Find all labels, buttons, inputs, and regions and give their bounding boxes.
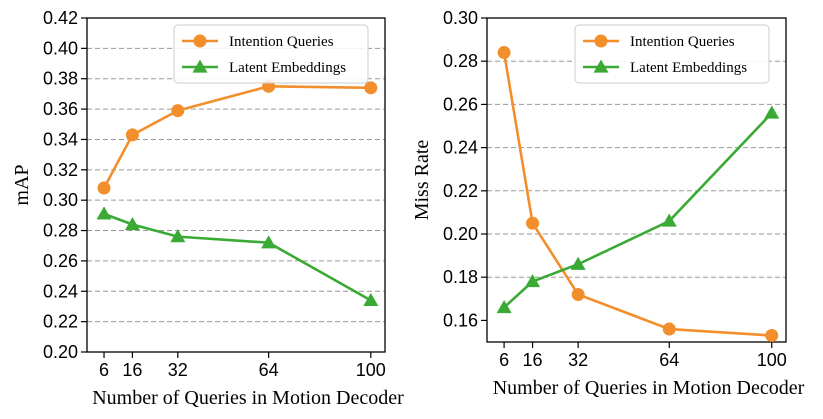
y-tick-label: 0.24 — [443, 138, 478, 158]
x-axis-label: Number of Queries in Motion Decoder — [92, 387, 404, 409]
x-tick-label: 100 — [757, 350, 787, 370]
y-tick-label: 0.20 — [443, 224, 478, 244]
data-point — [571, 287, 585, 301]
legend-swatch-marker — [593, 59, 609, 73]
legend-label: Intention Queries — [630, 34, 735, 50]
series-line — [103, 212, 372, 302]
data-point — [170, 229, 186, 243]
y-tick-label: 0.38 — [43, 69, 78, 89]
y-tick-label: 0.20 — [43, 342, 78, 362]
data-point — [125, 128, 139, 142]
data-point — [570, 256, 586, 270]
legend-swatch-marker — [594, 34, 608, 48]
y-axis-label: Miss Rate — [411, 140, 433, 221]
series-line — [503, 112, 773, 309]
x-tick-label: 6 — [499, 350, 509, 370]
legend-label: Intention Queries — [229, 34, 334, 50]
chart-right-miss-rate: 0.16 0.18 0.20 0.22 0.24 0.26 0.28 0.30 6 16 32 64 1… — [411, 8, 805, 399]
data-point — [96, 206, 112, 220]
y-tick-label: 0.24 — [43, 281, 78, 301]
y-tick-label: 0.32 — [43, 160, 78, 180]
data-point — [661, 213, 677, 227]
plot-frame — [486, 17, 787, 343]
x-axis-label: Number of Queries in Motion Decoder — [493, 377, 805, 399]
x-tick-label: 16 — [122, 360, 142, 380]
x-tick-label: 32 — [568, 350, 588, 370]
series-line — [102, 85, 371, 189]
y-tick-label: 0.28 — [43, 221, 78, 241]
x-tick-label: 32 — [168, 360, 188, 380]
y-tick-label: 0.30 — [443, 8, 478, 28]
x-tick-label: 100 — [356, 360, 386, 380]
data-point — [662, 322, 676, 336]
data-point — [526, 216, 540, 230]
y-tick-label: 0.34 — [43, 129, 78, 149]
y-tick-label: 0.22 — [43, 312, 78, 332]
plot-frame — [86, 17, 386, 353]
y-tick-label: 0.36 — [43, 99, 78, 119]
legend-swatch-marker — [192, 59, 208, 73]
data-point — [764, 105, 780, 119]
y-tick-label: 0.26 — [443, 94, 478, 114]
x-tick-label: 16 — [523, 350, 543, 370]
x-tick-label: 64 — [259, 360, 279, 380]
data-point — [261, 235, 277, 249]
legend-box — [173, 24, 369, 84]
y-tick-label: 0.22 — [443, 181, 478, 201]
legend-box — [574, 24, 770, 84]
y-tick-label: 0.40 — [43, 38, 78, 58]
legend-swatch-marker — [193, 34, 207, 48]
y-tick-label: 0.16 — [443, 310, 478, 330]
y-axis-label: mAP — [11, 164, 33, 205]
y-tick-label: 0.30 — [43, 190, 78, 210]
y-tick-label: 0.28 — [443, 51, 478, 71]
legend-label: Latent Embeddings — [630, 60, 747, 76]
y-tick-label: 0.26 — [43, 251, 78, 271]
data-point — [97, 181, 111, 195]
series-line — [502, 52, 772, 337]
x-tick-label: 64 — [659, 350, 679, 370]
data-point — [171, 104, 185, 118]
y-tick-label: 0.18 — [443, 267, 478, 287]
y-tick-label: 0.42 — [43, 8, 78, 28]
data-point — [364, 81, 378, 95]
x-tick-label: 6 — [99, 360, 109, 380]
legend-label: Latent Embeddings — [229, 60, 346, 76]
data-point — [496, 299, 512, 314]
data-point — [765, 329, 779, 343]
data-point — [124, 216, 140, 231]
data-point — [363, 292, 379, 307]
chart-left-map: 0.20 0.22 0.24 0.26 0.28 0.30 0.32 0.34 0.36 0.38… — [11, 8, 404, 409]
data-point — [497, 46, 511, 60]
data-point — [525, 274, 541, 288]
